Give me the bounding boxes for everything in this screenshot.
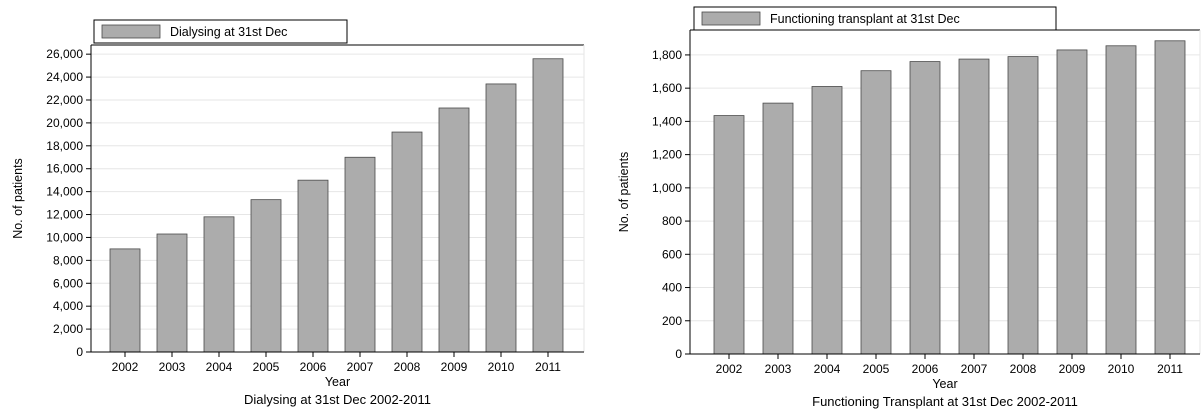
- y-tick-label: 1,800: [652, 48, 682, 62]
- bar-2008: [391, 131, 423, 353]
- y-tick-label: 6,000: [53, 276, 83, 290]
- bar-2010: [485, 83, 517, 353]
- y-tick-label: 26,000: [46, 47, 83, 61]
- dialysing-chart: 0 2,000 4,000 6,000 8,000 10,000 12,000 14,000 1…: [11, 19, 585, 407]
- x-tick-label: 2004: [206, 360, 233, 374]
- bar-2005: [250, 199, 282, 353]
- x-tick-label: 2009: [441, 360, 468, 374]
- y-axis-title: No. of patients: [11, 158, 25, 239]
- x-tick-label: 2004: [814, 362, 841, 376]
- y-tick-label: 1,600: [652, 81, 682, 95]
- y-tick-label: 10,000: [46, 230, 83, 244]
- bar-2002: [713, 115, 745, 355]
- x-tick-label: 2011: [1157, 362, 1183, 376]
- bar-2004: [811, 86, 843, 355]
- y-tick-label: 8,000: [53, 253, 83, 267]
- y-tick-label: 0: [675, 347, 682, 361]
- x-tick-label: 2003: [159, 360, 186, 374]
- bar-2007: [344, 156, 376, 353]
- legend-label: Dialysing at 31st Dec: [170, 25, 287, 39]
- y-tick-label: 4,000: [53, 299, 83, 313]
- y-tick-label: 1,200: [652, 148, 682, 162]
- chart-caption: Functioning Transplant at 31st Dec 2002-…: [812, 394, 1078, 409]
- x-tick-label: 2008: [1010, 362, 1037, 376]
- x-tick-label: 2010: [488, 360, 515, 374]
- y-tick-label: 1,400: [652, 114, 682, 128]
- bar-2011: [1154, 40, 1186, 355]
- y-tick-label: 24,000: [46, 70, 83, 84]
- y-tick-label: 18,000: [46, 139, 83, 153]
- bar-2004: [203, 216, 235, 353]
- bar-2010: [1105, 45, 1137, 355]
- x-tick-label: 2009: [1059, 362, 1086, 376]
- y-tick-label: 22,000: [46, 93, 83, 107]
- bar-2005: [860, 70, 892, 355]
- x-tick-label: 2006: [912, 362, 939, 376]
- y-axis-title: No. of patients: [617, 152, 631, 233]
- transplant-chart: 0 200 400 600 800 1,000 1,200 1,400 1,600 1,800 20…: [617, 6, 1201, 409]
- legend-swatch: [701, 11, 761, 26]
- bar-2009: [438, 107, 470, 353]
- bar-2003: [762, 102, 794, 355]
- y-tick-label: 400: [662, 281, 682, 295]
- bar-2009: [1056, 49, 1088, 355]
- x-tick-label: 2005: [253, 360, 280, 374]
- y-tick-label: 16,000: [46, 162, 83, 176]
- y-tick-label: 0: [76, 345, 83, 359]
- chart-caption: Dialysing at 31st Dec 2002-2011: [244, 392, 431, 407]
- x-tick-label: 2006: [300, 360, 327, 374]
- x-tick-label: 2002: [112, 360, 139, 374]
- x-tick-label: 2008: [394, 360, 421, 374]
- legend-box: [693, 6, 1057, 31]
- x-tick-label: 2002: [716, 362, 743, 376]
- x-tick-label: 2003: [765, 362, 792, 376]
- x-tick-label: 2007: [347, 360, 374, 374]
- bar-2008: [1007, 56, 1039, 355]
- y-tick-label: 1,000: [652, 181, 682, 195]
- y-tick-label: 20,000: [46, 116, 83, 130]
- x-tick-label: 2007: [961, 362, 988, 376]
- x-tick-label: 2005: [863, 362, 890, 376]
- bar-2006: [297, 179, 329, 353]
- y-tick-label: 200: [662, 314, 682, 328]
- y-tick-label: 2,000: [53, 322, 83, 336]
- bar-2011: [532, 58, 564, 353]
- y-tick-label: 600: [662, 247, 682, 261]
- x-tick-label: 2011: [535, 360, 561, 374]
- bar-2003: [156, 233, 188, 353]
- y-tick-label: 12,000: [46, 208, 83, 222]
- legend-swatch: [101, 24, 161, 39]
- legend-label: Functioning transplant at 31st Dec: [770, 12, 960, 26]
- bar-2007: [958, 58, 990, 355]
- bar-2002: [109, 248, 141, 353]
- x-axis-title: Year: [932, 377, 957, 391]
- bar-2006: [909, 61, 941, 355]
- y-tick-label: 800: [662, 214, 682, 228]
- x-tick-label: 2010: [1108, 362, 1135, 376]
- y-tick-label: 14,000: [46, 185, 83, 199]
- x-axis-title: Year: [325, 375, 350, 389]
